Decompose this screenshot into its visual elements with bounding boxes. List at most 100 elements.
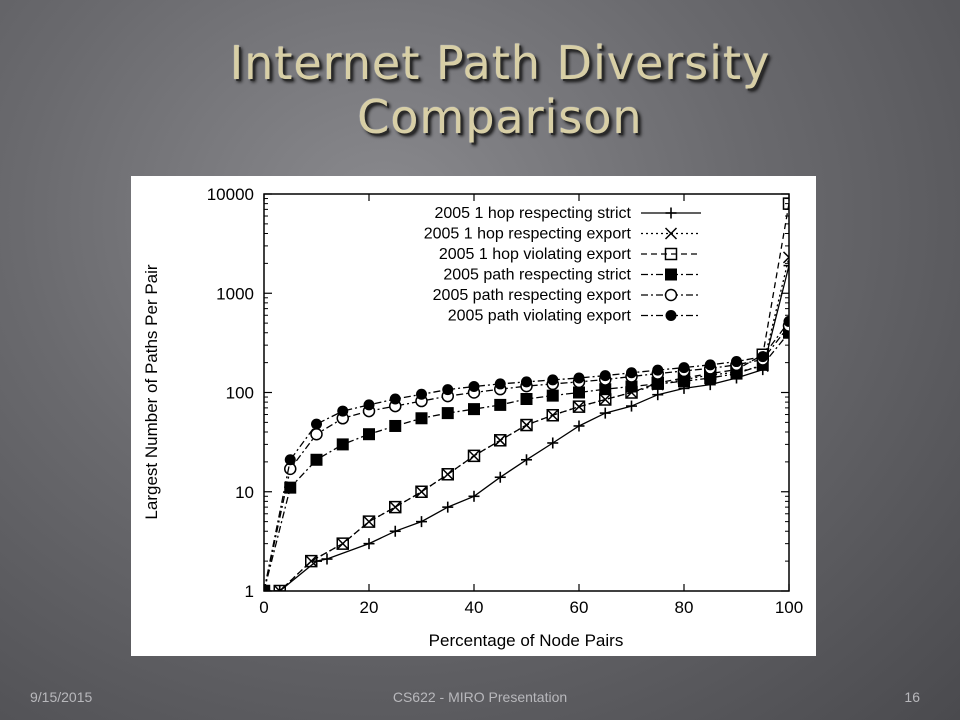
data-point (284, 454, 296, 466)
data-point (546, 389, 559, 402)
marker-cross-b (415, 485, 428, 498)
legend-marker (664, 247, 678, 261)
data-point (704, 359, 716, 371)
data-point (415, 485, 428, 498)
data-point (264, 585, 270, 591)
data-point (652, 389, 664, 401)
data-point (678, 375, 690, 388)
data-point (467, 449, 481, 463)
data-point (783, 315, 789, 327)
data-point (573, 420, 585, 432)
y-tick-label: 10 (235, 483, 254, 502)
data-point (520, 393, 533, 406)
data-point (468, 403, 480, 416)
y-axis-label: Largest Number of Paths Per Pair (142, 264, 161, 519)
data-point (783, 326, 789, 339)
y-tick-label: 10000 (207, 185, 254, 204)
legend: 2005 1 hop respecting strict 2005 1 hop r… (424, 205, 701, 325)
data-point (442, 384, 454, 396)
data-point (441, 407, 454, 420)
data-point (389, 393, 401, 405)
data-point (468, 490, 480, 502)
legend-marker (664, 288, 678, 302)
data-point (782, 197, 789, 210)
data-point (651, 377, 664, 390)
x-tick-label: 40 (465, 598, 484, 617)
footer-date: 9/15/2015 (30, 689, 93, 705)
data-point (521, 454, 532, 466)
marker-cross-b (782, 256, 789, 264)
data-point (311, 418, 322, 430)
data-point (626, 367, 637, 379)
data-point (336, 537, 349, 550)
data-point (389, 500, 402, 514)
data-point (273, 584, 286, 591)
y-tick-label: 1000 (216, 284, 254, 303)
legend-label: 2005 path respecting strict (443, 267, 631, 284)
data-point (494, 378, 506, 390)
data-point (310, 453, 323, 466)
marker-cross-b (664, 227, 678, 240)
data-point (441, 468, 454, 481)
data-point (783, 260, 789, 272)
data-point (363, 399, 375, 411)
data-point (573, 386, 585, 399)
x-tick-label: 0 (259, 598, 268, 617)
data-point (363, 428, 375, 441)
legend-label: 2005 1 hop respecting strict (434, 205, 631, 222)
x-tick-label: 100 (775, 598, 803, 617)
legend-marker (665, 207, 677, 219)
y-tick-label: 1 (245, 582, 254, 601)
legend-marker (665, 268, 677, 281)
data-point (546, 408, 559, 422)
data-point (389, 501, 402, 514)
data-point (547, 437, 559, 449)
data-point (415, 412, 428, 425)
legend-label: 2005 path violating export (448, 308, 632, 325)
data-point (599, 393, 612, 406)
marker-cross-a (273, 584, 281, 591)
slide-title-line2: Comparison (357, 90, 643, 144)
data-point (415, 485, 428, 498)
data-point (494, 471, 506, 483)
data-point (599, 383, 612, 396)
data-point (305, 554, 318, 568)
data-point (274, 585, 286, 591)
data-point (520, 418, 533, 432)
slide-title-line1: Internet Path Diversity (229, 36, 771, 90)
data-point (416, 388, 427, 400)
footer-page-number: 16 (904, 689, 920, 705)
series-6 (264, 315, 789, 591)
data-point (494, 398, 507, 411)
footer-presentation-name: CS622 - MIRO Presentation (392, 689, 568, 705)
legend-label: 2005 1 hop violating export (439, 246, 632, 263)
data-point (678, 362, 690, 374)
data-point (731, 356, 742, 368)
data-point (389, 525, 401, 537)
y-tick-label: 100 (226, 384, 254, 403)
data-point (337, 405, 349, 417)
data-point (572, 400, 586, 413)
data-point (626, 400, 637, 412)
x-tick-label: 20 (360, 598, 379, 617)
data-point (625, 380, 638, 393)
data-point (599, 407, 611, 419)
chart-panel: 0 20 40 60 80 100 1 10 100 1000 10000 2005 1 hop r… (131, 176, 816, 656)
data-point (757, 351, 769, 363)
series-4 (264, 326, 789, 591)
marker-cross-b (599, 393, 612, 406)
data-point (416, 516, 427, 528)
series-layer (264, 197, 789, 591)
data-point (442, 501, 454, 513)
x-tick-label: 60 (570, 598, 589, 617)
path-diversity-chart: 0 20 40 60 80 100 1 10 100 1000 10000 2005 1 hop r… (142, 185, 803, 650)
data-point (599, 370, 611, 382)
data-point (362, 515, 376, 528)
data-point (782, 251, 789, 264)
data-point (730, 367, 743, 380)
x-axis-label: Percentage of Node Pairs (429, 631, 624, 650)
legend-marker (664, 227, 678, 240)
series-line (264, 257, 789, 591)
data-point (573, 372, 585, 384)
legend-label: 2005 1 hop respecting export (424, 226, 632, 243)
